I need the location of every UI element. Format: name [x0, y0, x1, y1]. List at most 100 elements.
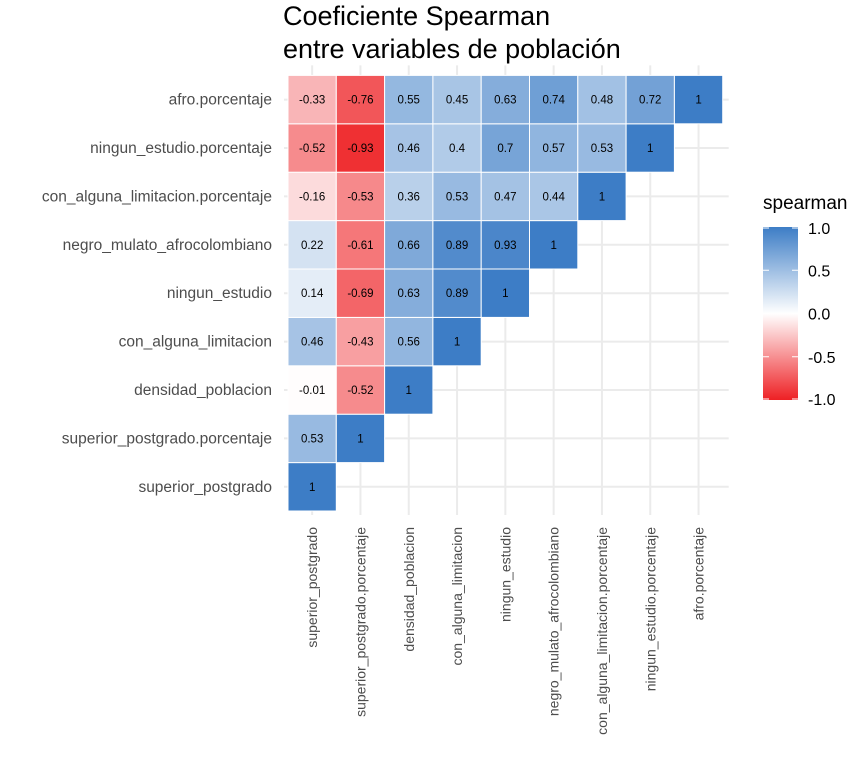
- x-tick-label: ningun_estudio.porcentaje: [642, 527, 658, 691]
- heatmap-cell: [625, 74, 675, 125]
- heatmap-cell: [432, 316, 482, 367]
- heatmap-cell: [287, 268, 337, 318]
- x-tick-label: con_alguna_limitacion.porcentaje: [594, 527, 610, 735]
- cell-value-label: 1: [647, 143, 653, 155]
- y-axis-labels: superior_postgrado superior_postgrado.por…: [42, 92, 272, 496]
- cell-value-label: 0.89: [446, 288, 468, 300]
- cell-value-label: 1: [695, 95, 701, 107]
- cell-value-label: 0.93: [494, 240, 516, 252]
- cell-value-label: 1: [502, 288, 508, 300]
- cell-value-label: 0.44: [542, 191, 565, 203]
- heatmap-cell: [287, 365, 337, 415]
- cell-value-label: 0.63: [398, 288, 420, 300]
- heatmap-cell: [335, 171, 386, 222]
- cell-value-label: -0.69: [347, 288, 373, 300]
- cell-value-label: 1: [550, 240, 556, 252]
- cell-value-label: 1: [309, 482, 315, 494]
- x-tick-label: superior_postgrado: [304, 527, 320, 648]
- legend-tick-label: 0.5: [808, 263, 830, 280]
- cell-value-label: 0.89: [446, 240, 468, 252]
- heatmap-cell: [287, 74, 337, 125]
- heatmap-cells: 1 0.53 1 -0.01 -0.52 1 0.46 -0.43 0.56 1 0.14 -0.69…: [287, 74, 724, 512]
- y-tick-label: afro.porcentaje: [169, 92, 272, 109]
- heatmap-cell: [384, 74, 434, 125]
- heatmap-cell: [432, 268, 482, 318]
- heatmap-cell: [384, 220, 434, 270]
- heatmap-cell: [335, 74, 386, 125]
- legend: spearman 1.0 0.5 0.0 -0.5 -1.0: [763, 193, 848, 409]
- heatmap-cell: [529, 171, 579, 222]
- heatmap-cell: [384, 365, 434, 415]
- heatmap-cell: [384, 171, 434, 222]
- heatmap-cell: [384, 316, 434, 367]
- heatmap-cell: [287, 171, 337, 222]
- heatmap-cell: [432, 123, 482, 173]
- cell-value-label: 0.46: [398, 143, 420, 155]
- cell-value-label: 0.55: [398, 95, 420, 107]
- cell-value-label: 0.4: [449, 143, 466, 155]
- legend-tick-label: 0.0: [808, 307, 830, 324]
- y-tick-label: superior_postgrado.porcentaje: [62, 430, 272, 447]
- cell-value-label: -0.76: [347, 95, 373, 107]
- cell-value-label: 0.22: [301, 240, 323, 252]
- heatmap-cell: [287, 316, 337, 367]
- cell-value-label: -0.43: [347, 337, 373, 349]
- y-tick-label: con_alguna_limitacion.porcentaje: [42, 188, 272, 205]
- cell-value-label: 0.63: [494, 95, 516, 107]
- cell-value-label: 1: [406, 385, 412, 397]
- cell-value-label: -0.61: [347, 240, 373, 252]
- heatmap-cell: [577, 171, 627, 222]
- heatmap-cell: [384, 268, 434, 318]
- x-tick-label: ningun_estudio: [497, 527, 513, 622]
- cell-value-label: -0.93: [347, 143, 373, 155]
- y-tick-label: superior_postgrado: [138, 479, 272, 496]
- x-axis-labels: superior_postgrado superior_postgrado.por…: [304, 527, 706, 735]
- legend-ticks: 1.0 0.5 0.0 -0.5 -1.0: [763, 221, 836, 409]
- x-tick-label: negro_mulato_afrocolombiano: [546, 527, 562, 716]
- x-tick-label: con_alguna_limitacion: [449, 527, 465, 666]
- y-tick-label: ningun_estudio: [167, 285, 272, 302]
- heatmap-cell: [480, 171, 531, 222]
- heatmap-cell: [673, 74, 724, 125]
- cell-value-label: 0.74: [542, 95, 565, 107]
- legend-title: spearman: [763, 193, 848, 214]
- heatmap-cell: [577, 123, 627, 173]
- legend-tick-label: -1.0: [808, 392, 836, 409]
- heatmap-cell: [335, 268, 386, 318]
- heatmap-cell: [384, 123, 434, 173]
- heatmap-cell: [529, 123, 579, 173]
- cell-value-label: 0.46: [301, 337, 323, 349]
- cell-value-label: 0.72: [639, 95, 661, 107]
- y-tick-label: ningun_estudio.porcentaje: [90, 140, 272, 157]
- cell-value-label: 1: [599, 191, 605, 203]
- cell-value-label: 0.53: [591, 143, 613, 155]
- legend-tick-label: 1.0: [808, 221, 830, 238]
- heatmap-cell: [335, 413, 386, 464]
- x-tick-label: densidad_poblacion: [401, 527, 417, 652]
- y-tick-label: negro_mulato_afrocolombiano: [63, 237, 272, 254]
- cell-value-label: 0.53: [301, 433, 323, 445]
- x-tick-label: afro.porcentaje: [691, 527, 707, 621]
- cell-value-label: 0.47: [494, 191, 516, 203]
- cell-value-label: 0.48: [591, 95, 613, 107]
- heatmap-cell: [432, 74, 482, 125]
- cell-value-label: -0.33: [299, 95, 325, 107]
- heatmap-cell: [529, 220, 579, 270]
- cell-value-label: -0.53: [347, 191, 373, 203]
- chart-title-line-1: Coeficiente Spearman: [283, 1, 550, 31]
- x-tick-label: superior_postgrado.porcentaje: [352, 527, 368, 717]
- cell-value-label: 0.7: [497, 143, 513, 155]
- heatmap-cell: [287, 413, 337, 464]
- cell-value-label: 0.57: [542, 143, 564, 155]
- heatmap-cell: [625, 123, 675, 173]
- cell-value-label: -0.16: [299, 191, 325, 203]
- heatmap-cell: [335, 316, 386, 367]
- heatmap-cell: [480, 74, 531, 125]
- cell-value-label: 0.66: [398, 240, 420, 252]
- heatmap-cell: [577, 74, 627, 125]
- cell-value-label: 0.53: [446, 191, 468, 203]
- cell-value-label: 1: [357, 433, 363, 445]
- y-tick-label: densidad_poblacion: [134, 382, 272, 399]
- heatmap-cell: [529, 74, 579, 125]
- cell-value-label: 0.56: [398, 337, 420, 349]
